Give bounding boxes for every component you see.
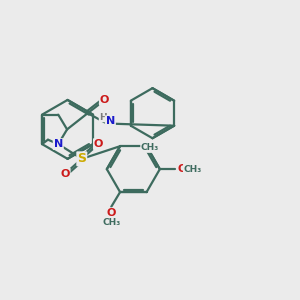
Text: O: O xyxy=(100,95,109,105)
Text: N: N xyxy=(54,139,63,149)
Text: O: O xyxy=(106,208,116,218)
Text: S: S xyxy=(77,152,86,165)
Text: CH₃: CH₃ xyxy=(102,218,120,226)
Text: CH₃: CH₃ xyxy=(184,165,202,174)
Text: O: O xyxy=(60,169,70,178)
Text: CH₃: CH₃ xyxy=(141,143,159,152)
Text: O: O xyxy=(177,164,187,174)
Text: O: O xyxy=(94,139,103,149)
Text: H: H xyxy=(100,112,107,122)
Text: N: N xyxy=(106,116,115,126)
